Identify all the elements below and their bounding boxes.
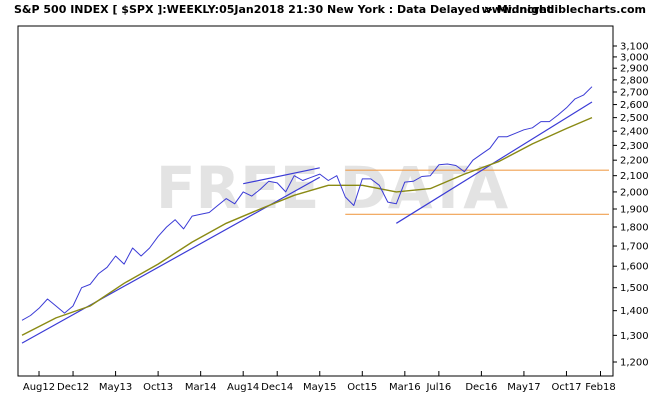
y-tick-label: 1,700 (620, 242, 649, 253)
trendline (243, 167, 320, 185)
x-tick-label: May15 (303, 382, 336, 393)
y-tick-label: 2,800 (620, 75, 649, 86)
x-tick-label: May13 (99, 382, 132, 393)
y-tick-label: 3,100 (620, 42, 649, 53)
y-tick-label: 2,100 (620, 171, 649, 182)
y-tick-label: 2,000 (620, 187, 649, 198)
y-tick-label: 1,600 (620, 262, 649, 273)
x-tick-label: Mar14 (185, 382, 217, 393)
site-url[interactable]: www.incrediblecharts.com (481, 3, 646, 16)
y-tick-label: 1,200 (620, 358, 649, 369)
y-tick-label: 1,900 (620, 204, 649, 215)
x-tick-label: Jul16 (425, 382, 451, 393)
watermark-text: FREE DATA (156, 154, 508, 222)
x-axis: Aug12 Dec12 May13 Oct13 Mar14 Aug14 Dec14 May15… (23, 371, 616, 393)
chart-title: S&P 500 INDEX [ $SPX ]:WEEKLY:05Jan2018 … (14, 3, 553, 16)
price-series-line (21, 86, 593, 321)
trendlines (21, 101, 593, 344)
y-tick-label: 1,800 (620, 222, 649, 233)
y-tick-label: 2,500 (620, 113, 649, 124)
x-tick-label: Dec14 (261, 382, 293, 393)
y-tick-label: 1,500 (620, 283, 649, 294)
y-tick-label: 1,300 (620, 331, 649, 342)
y-tick-label: 1,400 (620, 306, 649, 317)
series-group (21, 86, 593, 336)
y-tick-label: 2,400 (620, 127, 649, 138)
x-tick-label: Dec16 (465, 382, 497, 393)
plot-frame (17, 25, 614, 377)
x-tick-label: Feb18 (585, 382, 615, 393)
x-tick-label: Mar16 (389, 382, 421, 393)
moving-average-line (21, 116, 593, 336)
y-tick-label: 2,600 (620, 100, 649, 111)
y-tick-label: 3,000 (620, 52, 649, 63)
y-tick-label: 2,200 (620, 156, 649, 167)
y-tick-label: 2,900 (620, 64, 649, 75)
y-tick-label: 2,700 (620, 87, 649, 98)
x-tick-label: Aug14 (227, 382, 259, 393)
x-tick-label: Oct15 (347, 382, 377, 393)
x-tick-label: Oct13 (143, 382, 173, 393)
x-tick-label: Oct17 (551, 382, 581, 393)
y-axis: 1,200 1,300 1,400 1,500 1,600 1,700 1,800 1,900… (613, 42, 649, 369)
x-tick-label: Dec12 (57, 382, 89, 393)
x-tick-label: Aug12 (23, 382, 55, 393)
x-tick-label: May17 (507, 382, 540, 393)
y-tick-label: 2,300 (620, 141, 649, 152)
